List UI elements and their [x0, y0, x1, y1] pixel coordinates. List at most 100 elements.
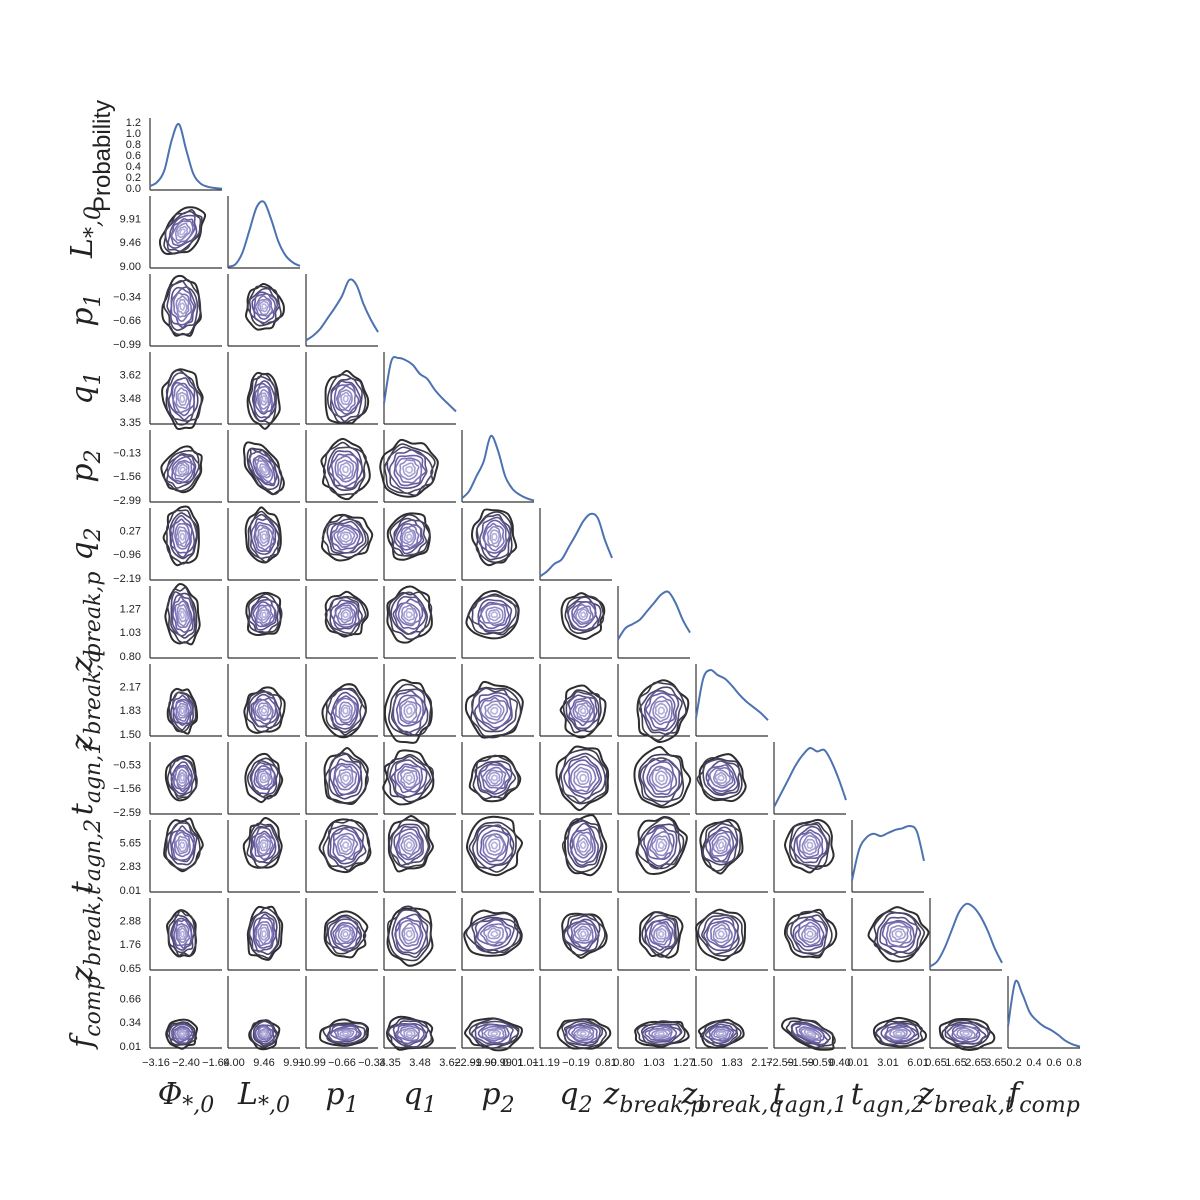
x-tick-label: 0.01	[847, 1057, 868, 1069]
contour-line	[390, 759, 428, 798]
y-tick-label: 2.83	[120, 861, 141, 873]
x-tick-label: 9.91	[283, 1057, 304, 1069]
contour-panel	[323, 746, 369, 806]
contour-line	[166, 586, 198, 644]
contour-panel	[699, 818, 744, 875]
y-tick-label: 2.17	[120, 681, 141, 693]
contour-line	[396, 1025, 421, 1042]
contour-line	[171, 1023, 194, 1044]
contour-panel	[162, 505, 200, 567]
contour-line	[708, 829, 735, 862]
contour-line	[165, 372, 199, 422]
contour-line	[577, 608, 589, 621]
contour-line	[177, 298, 188, 315]
contour-line	[335, 697, 356, 724]
contour-line	[657, 706, 666, 715]
contour-line	[655, 837, 668, 853]
contour-line	[329, 826, 364, 865]
contour-line	[171, 518, 193, 554]
contour-line	[567, 759, 600, 795]
contour-panel	[243, 686, 286, 734]
contour-line	[798, 831, 822, 858]
contour-line	[334, 764, 358, 791]
contour-panel	[464, 1017, 524, 1052]
contour-line	[176, 603, 189, 627]
contour-line	[169, 825, 195, 863]
contour-line	[329, 758, 363, 797]
contour-line	[651, 1028, 672, 1039]
contour-line	[567, 820, 603, 868]
contour-line	[334, 923, 356, 945]
y-tick-label: −2.19	[113, 573, 141, 585]
contour-panel	[379, 438, 439, 498]
contour-line	[166, 453, 200, 489]
contour-line	[403, 837, 416, 852]
contour-line	[388, 591, 433, 640]
contour-line	[574, 925, 592, 942]
contour-line	[561, 912, 608, 959]
contour-line	[956, 1027, 976, 1040]
contour-line	[790, 823, 829, 868]
contour-line	[261, 774, 267, 782]
contour-line	[393, 825, 424, 866]
contour-line	[479, 516, 511, 558]
contour-line	[403, 1029, 416, 1039]
contour-line	[405, 1030, 413, 1037]
contour-panel	[635, 815, 688, 875]
contour-line	[253, 521, 276, 553]
contour-line	[712, 835, 730, 855]
contour-line	[474, 1023, 514, 1045]
contour-line	[164, 210, 202, 253]
contour-line	[339, 771, 352, 786]
contour-line	[638, 686, 683, 736]
x-tick-label: 1.01	[517, 1057, 538, 1069]
contour-line	[259, 463, 270, 477]
marginal-kde-line	[539, 512, 613, 578]
x-tick-label: −1.19	[532, 1057, 560, 1069]
contour-panel	[555, 745, 610, 812]
contour-line	[163, 279, 202, 336]
contour-line	[653, 1029, 669, 1038]
contour-line	[867, 906, 930, 963]
contour-panel	[161, 274, 202, 337]
contour-line	[703, 916, 739, 952]
contour-line	[561, 818, 604, 873]
contour-line	[339, 838, 353, 853]
contour-line	[169, 512, 198, 560]
contour-line	[324, 595, 367, 637]
contour-line	[261, 611, 267, 619]
contour-line	[174, 766, 190, 790]
contour-line	[712, 769, 731, 787]
contour-line	[794, 918, 825, 948]
contour-line	[244, 752, 284, 804]
contour-line	[254, 1024, 274, 1043]
contour-line	[261, 533, 267, 541]
contour-line	[334, 604, 356, 626]
contour-line	[572, 603, 594, 625]
contour-panel	[382, 749, 435, 806]
contour-line	[638, 753, 685, 807]
contour-line	[714, 927, 728, 940]
x-tick-label: 1.03	[643, 1057, 664, 1069]
x-tick-label: −3.16	[142, 1057, 170, 1069]
contour-line	[795, 1023, 825, 1044]
contour-line	[395, 694, 424, 727]
contour-line	[166, 454, 197, 485]
contour-line	[383, 678, 433, 744]
contour-line	[705, 826, 738, 863]
contour-line	[257, 385, 272, 414]
contour-line	[175, 923, 191, 947]
contour-line	[173, 831, 191, 858]
contour-line	[575, 606, 592, 624]
contour-line	[249, 760, 279, 798]
contour-panel	[386, 585, 433, 644]
parameter-label: tagn,1	[65, 741, 106, 815]
contour-line	[397, 601, 421, 627]
contour-line	[328, 450, 363, 490]
contour-panel	[561, 814, 608, 877]
contour-panel	[158, 206, 207, 256]
contour-line	[342, 611, 349, 619]
contour-line	[253, 917, 275, 949]
contour-line	[256, 605, 272, 624]
contour-line	[479, 829, 510, 863]
